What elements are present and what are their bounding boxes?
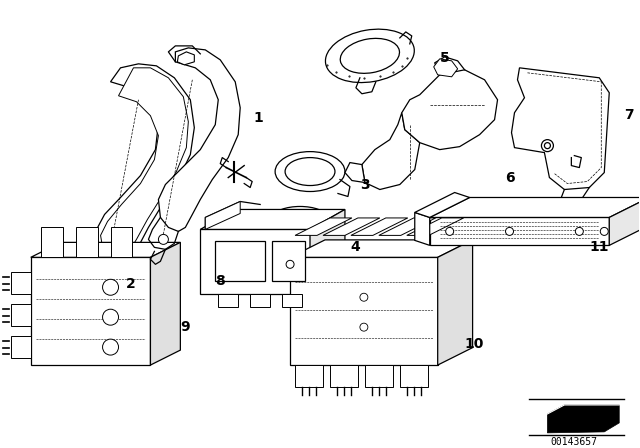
Polygon shape xyxy=(407,218,463,235)
Circle shape xyxy=(102,339,118,355)
Polygon shape xyxy=(272,241,305,281)
Circle shape xyxy=(541,140,554,151)
Polygon shape xyxy=(351,218,408,235)
Text: 4: 4 xyxy=(350,241,360,254)
Polygon shape xyxy=(290,240,472,257)
Polygon shape xyxy=(177,52,195,65)
Polygon shape xyxy=(100,68,188,257)
Polygon shape xyxy=(205,202,240,229)
Polygon shape xyxy=(402,70,497,150)
Circle shape xyxy=(506,228,513,235)
Polygon shape xyxy=(150,242,180,365)
Circle shape xyxy=(360,293,368,301)
Polygon shape xyxy=(434,59,458,77)
Ellipse shape xyxy=(275,151,345,191)
Text: 1: 1 xyxy=(253,111,263,125)
Polygon shape xyxy=(31,257,150,365)
Polygon shape xyxy=(429,217,609,246)
Ellipse shape xyxy=(340,39,399,73)
Polygon shape xyxy=(415,193,470,217)
Polygon shape xyxy=(310,210,345,294)
Polygon shape xyxy=(250,294,270,307)
Text: 5: 5 xyxy=(440,51,449,65)
Polygon shape xyxy=(295,365,323,387)
Polygon shape xyxy=(218,294,238,307)
Text: 9: 9 xyxy=(180,320,190,334)
Polygon shape xyxy=(609,198,640,246)
Circle shape xyxy=(102,279,118,295)
Polygon shape xyxy=(345,163,365,182)
Circle shape xyxy=(360,323,368,331)
Text: 2: 2 xyxy=(125,277,136,291)
Circle shape xyxy=(600,228,608,235)
Polygon shape xyxy=(511,68,609,190)
Text: 00143657: 00143657 xyxy=(551,437,598,447)
Circle shape xyxy=(286,260,294,268)
Polygon shape xyxy=(200,210,345,229)
Polygon shape xyxy=(215,241,265,281)
Polygon shape xyxy=(11,272,31,294)
Polygon shape xyxy=(547,405,620,433)
Text: 8: 8 xyxy=(216,274,225,288)
Polygon shape xyxy=(97,64,195,264)
Polygon shape xyxy=(11,336,31,358)
Polygon shape xyxy=(282,294,302,307)
Polygon shape xyxy=(200,229,310,294)
Polygon shape xyxy=(31,242,180,257)
Ellipse shape xyxy=(274,207,326,226)
Polygon shape xyxy=(400,365,428,387)
Text: 6: 6 xyxy=(505,171,515,185)
Polygon shape xyxy=(379,218,436,235)
Text: 3: 3 xyxy=(360,177,370,192)
Polygon shape xyxy=(41,228,63,257)
Ellipse shape xyxy=(326,29,414,82)
Text: 10: 10 xyxy=(465,337,484,351)
Polygon shape xyxy=(429,198,640,217)
Polygon shape xyxy=(365,365,393,387)
Polygon shape xyxy=(362,113,420,190)
Polygon shape xyxy=(76,228,97,257)
Polygon shape xyxy=(323,218,380,235)
Circle shape xyxy=(545,142,550,149)
Circle shape xyxy=(159,234,168,244)
Text: 11: 11 xyxy=(589,241,609,254)
Polygon shape xyxy=(290,257,438,365)
Polygon shape xyxy=(415,212,429,246)
Ellipse shape xyxy=(285,158,335,185)
Polygon shape xyxy=(438,240,472,365)
Polygon shape xyxy=(330,365,358,387)
Circle shape xyxy=(102,309,118,325)
Circle shape xyxy=(575,228,583,235)
Circle shape xyxy=(445,228,454,235)
Ellipse shape xyxy=(274,234,326,254)
Polygon shape xyxy=(111,228,132,257)
Polygon shape xyxy=(11,304,31,326)
Polygon shape xyxy=(295,218,352,235)
Polygon shape xyxy=(159,48,240,232)
Text: 7: 7 xyxy=(625,108,634,122)
